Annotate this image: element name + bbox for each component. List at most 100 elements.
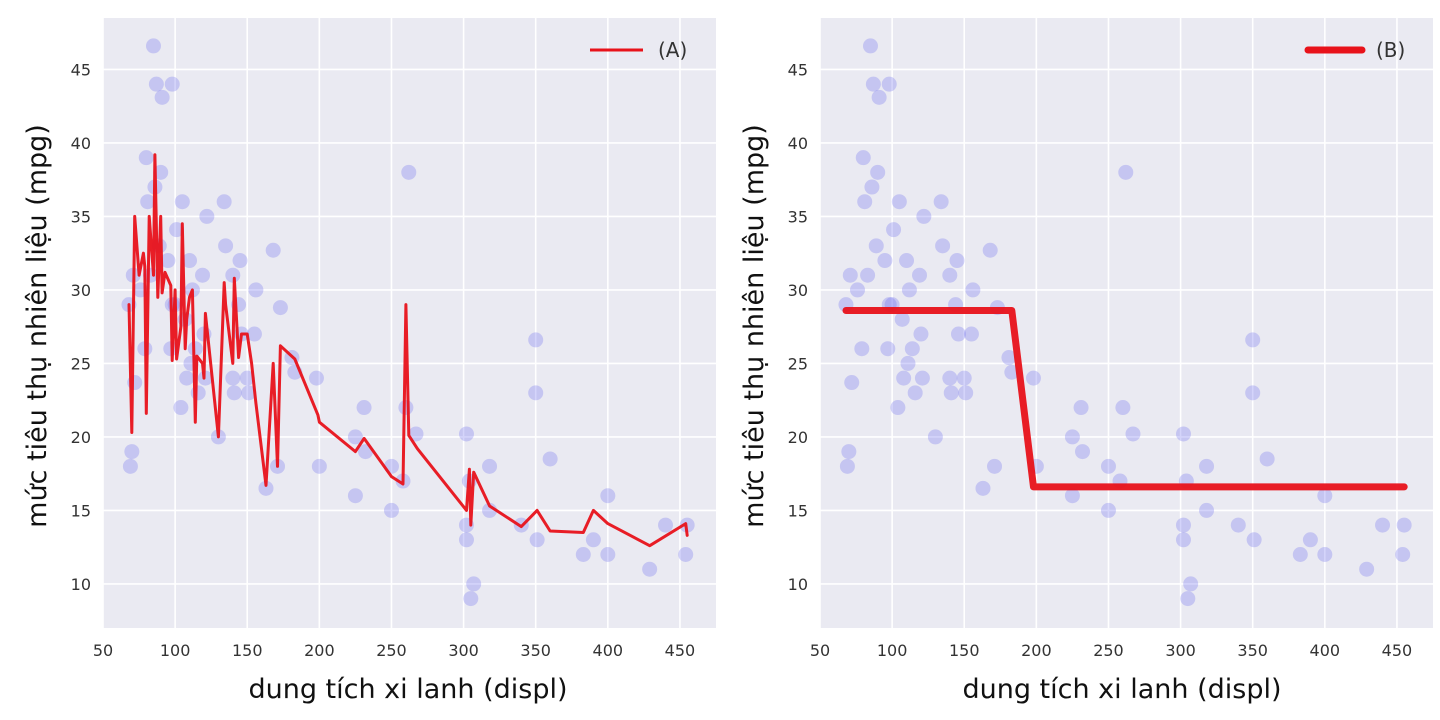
right-legend-label: (B) — [1376, 38, 1405, 62]
right-x-tick-label: 200 — [1021, 641, 1052, 660]
right-y-tick-label: 10 — [788, 575, 808, 594]
right-scatter-point — [1175, 517, 1191, 533]
right-scatter-point — [950, 326, 966, 342]
right-y-tick-labels: 10 15 20 25 30 35 40 45 — [788, 60, 808, 593]
left-scatter-point — [585, 532, 601, 548]
left-y-tick-labels: 10 15 20 25 30 35 40 45 — [71, 60, 91, 593]
left-scatter-point — [179, 370, 195, 386]
left-y-tick-label: 40 — [71, 134, 91, 153]
right-scatter-point — [850, 282, 866, 298]
left-scatter-point — [347, 488, 363, 504]
left-x-tick-label: 450 — [665, 641, 696, 660]
right-scatter-points — [838, 38, 1412, 607]
right-scatter-point — [982, 242, 998, 258]
right-scatter-point — [877, 253, 893, 269]
left-x-tick-label: 300 — [448, 641, 479, 660]
right-scatter-point — [958, 385, 974, 401]
right-scatter-point — [956, 370, 972, 386]
right-scatter-point — [1395, 547, 1411, 563]
left-scatter-point — [145, 38, 161, 54]
left-scatter-point — [148, 76, 164, 92]
left-grid — [102, 18, 716, 628]
left-scatter-point — [225, 370, 241, 386]
left-scatter-point — [458, 426, 474, 442]
left-scatter-point — [232, 253, 248, 269]
left-scatter-point — [174, 194, 190, 210]
left-scatter-point — [258, 480, 274, 496]
left-scatter-point — [482, 458, 498, 474]
left-scatter-point — [169, 222, 185, 238]
right-scatter-point — [963, 326, 979, 342]
right-scatter-point — [1025, 370, 1041, 386]
left-y-tick-label: 25 — [71, 354, 91, 373]
right-chart-panel: 50 100 150 200 250 300 350 400 450 10 15 20 25 30 35 4… — [739, 18, 1433, 705]
right-scatter-point — [1073, 400, 1089, 416]
right-scatter-point — [839, 458, 855, 474]
left-scatter-point — [246, 326, 262, 342]
left-x-tick-label: 400 — [593, 641, 624, 660]
left-scatter-point — [528, 332, 544, 348]
right-scatter-point — [842, 267, 858, 283]
left-scatter-point — [678, 547, 694, 563]
right-scatter-point — [916, 208, 932, 224]
right-scatter-point — [1245, 332, 1261, 348]
right-x-tick-label: 350 — [1237, 641, 1268, 660]
right-scatter-point — [865, 76, 881, 92]
right-scatter-point — [987, 458, 1003, 474]
right-scatter-point — [1001, 350, 1017, 366]
left-x-tick-label: 50 — [93, 641, 113, 660]
right-scatter-point — [1180, 591, 1196, 607]
right-scatter-point — [868, 238, 884, 254]
right-scatter-point — [907, 385, 923, 401]
right-scatter-point — [841, 444, 857, 460]
left-x-tick-label: 150 — [232, 641, 263, 660]
right-scatter-point — [1125, 426, 1141, 442]
left-scatter-point — [199, 208, 215, 224]
right-scatter-point — [942, 370, 958, 386]
right-scatter-point — [1175, 426, 1191, 442]
left-scatter-point — [124, 444, 140, 460]
left-scatter-point — [241, 385, 257, 401]
left-scatter-point — [225, 267, 241, 283]
left-scatter-point — [122, 458, 138, 474]
left-scatter-point — [272, 300, 288, 316]
right-x-tick-labels: 50 100 150 200 250 300 350 400 450 — [810, 641, 1412, 660]
left-y-tick-label: 35 — [71, 207, 91, 226]
left-scatter-point — [138, 150, 154, 166]
left-x-tick-label: 250 — [376, 641, 407, 660]
left-scatter-point — [658, 517, 674, 533]
right-scatter-point — [864, 179, 880, 195]
left-y-tick-label: 10 — [71, 575, 91, 594]
right-y-tick-label: 15 — [788, 501, 808, 520]
right-scatter-point — [914, 370, 930, 386]
right-scatter-point — [891, 194, 907, 210]
right-scatter-point — [1302, 532, 1318, 548]
left-scatter-point — [356, 400, 372, 416]
left-scatter-point — [408, 426, 424, 442]
right-y-axis-label: mức tiêu thụ nhiên liệu (mpg) — [739, 124, 770, 528]
right-scatter-point — [1175, 532, 1191, 548]
right-scatter-point — [1199, 458, 1215, 474]
right-x-tick-label: 50 — [810, 641, 830, 660]
right-scatter-point — [857, 194, 873, 210]
left-scatter-point — [308, 370, 324, 386]
right-scatter-point — [886, 222, 902, 238]
left-chart-panel: 50 100 150 200 250 300 350 400 450 10 15 20 25 30 35 4… — [22, 18, 716, 705]
right-x-tick-label: 250 — [1093, 641, 1124, 660]
left-scatter-point — [311, 458, 327, 474]
right-scatter-point — [1292, 547, 1308, 563]
left-scatter-point — [226, 385, 242, 401]
right-scatter-point — [1100, 458, 1116, 474]
right-scatter-point — [1317, 547, 1333, 563]
left-scatter-point — [529, 532, 545, 548]
left-y-tick-label: 15 — [71, 501, 91, 520]
left-scatter-point — [463, 591, 479, 607]
left-scatter-point — [195, 267, 211, 283]
left-scatter-point — [153, 164, 169, 180]
right-scatter-point — [1075, 444, 1091, 460]
left-plot-area — [103, 18, 716, 628]
left-scatter-point — [600, 488, 616, 504]
right-scatter-point — [1359, 561, 1375, 577]
right-scatter-point — [894, 311, 910, 327]
right-scatter-point — [854, 341, 870, 357]
